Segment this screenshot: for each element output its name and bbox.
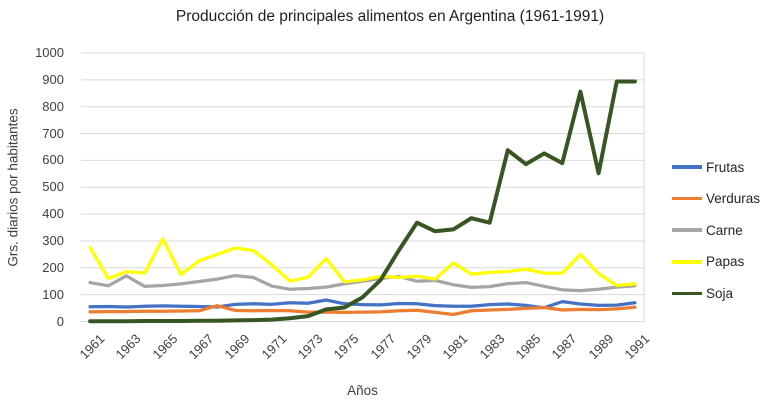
series-line-verduras: [88, 304, 637, 317]
legend-label-frutas: Frutas: [706, 159, 745, 175]
legend-item-frutas: Frutas: [672, 159, 744, 175]
legend-label-carne: Carne: [706, 222, 743, 238]
legend-label-papas: Papas: [706, 254, 745, 270]
legend-swatch-verduras: [672, 196, 702, 201]
legend-swatch-carne: [672, 228, 702, 232]
y-tick-label-500: 500: [42, 179, 64, 195]
y-tick-label-1000: 1000: [35, 45, 64, 60]
series-line-carne: [88, 273, 637, 293]
y-tick-label-0: 0: [56, 313, 64, 329]
legend-item-papas: Papas: [672, 254, 744, 270]
series-line-papas: [88, 237, 637, 288]
series-line-frutas: [88, 298, 637, 310]
legend-label-soja: Soja: [706, 285, 734, 301]
y-tick-label-100: 100: [42, 286, 64, 302]
y-tick-label-600: 600: [42, 152, 64, 168]
x-axis-title: Años: [347, 383, 378, 398]
y-tick-label-300: 300: [42, 232, 64, 248]
legend-swatch-frutas: [672, 165, 702, 169]
y-tick-label-400: 400: [42, 206, 64, 222]
legend-swatch-soja: [672, 291, 702, 296]
y-tick-label-700: 700: [42, 125, 64, 141]
y-tick-label-200: 200: [42, 259, 64, 275]
legend-item-soja: Soja: [672, 285, 733, 301]
y-tick-label-900: 900: [42, 71, 64, 87]
legend-item-carne: Carne: [672, 222, 743, 238]
y-tick-label-800: 800: [42, 98, 64, 114]
legend-swatch-papas: [672, 260, 702, 264]
legend-label-verduras: Verduras: [706, 191, 761, 207]
chart-title: Producción de principales alimentos en A…: [175, 8, 605, 25]
series-line-soja: [88, 79, 637, 324]
legend-item-verduras: Verduras: [672, 191, 760, 207]
